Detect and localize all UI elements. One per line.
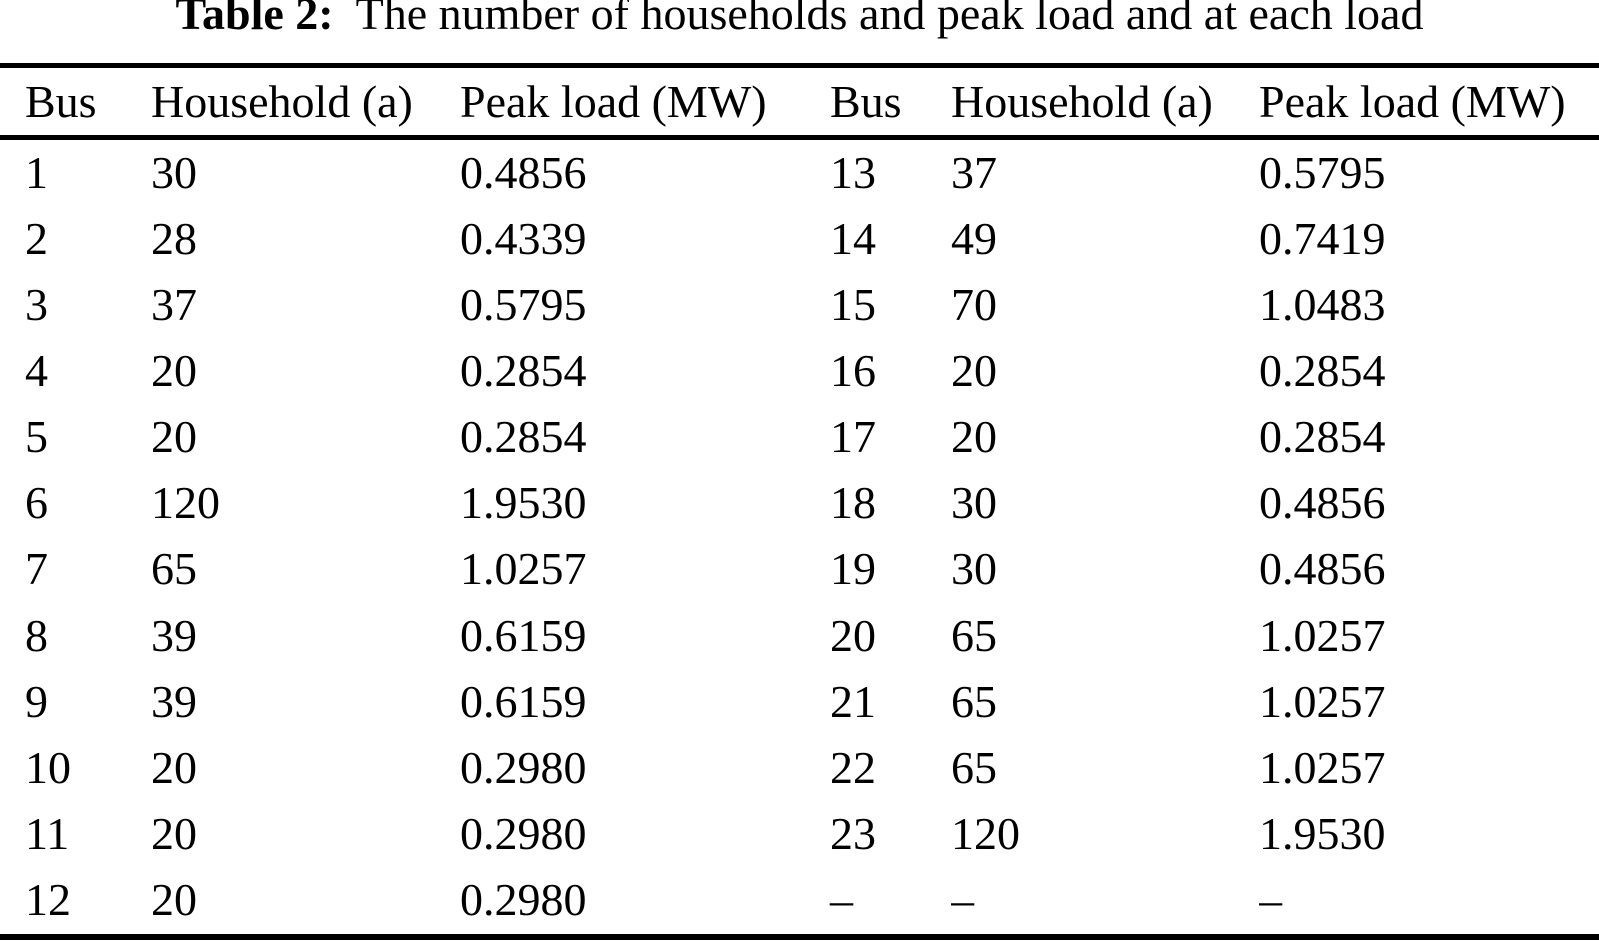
cell: 4 <box>25 345 48 397</box>
cell: 1.0483 <box>1259 279 1386 331</box>
table-row: 5 20 0.2854 17 20 0.2854 <box>0 404 1599 470</box>
cell: 0.2980 <box>460 741 587 793</box>
header-household-right: Household (a) <box>951 76 1213 127</box>
cell: 16 <box>830 345 876 397</box>
header-bus-right: Bus <box>830 76 902 127</box>
cell: 0.2980 <box>460 873 587 925</box>
cell: 70 <box>951 279 997 331</box>
cell: 0.4856 <box>1259 543 1386 595</box>
table-caption-label: Table 2: <box>175 0 334 39</box>
cell: 13 <box>830 147 876 198</box>
cell: 0.5795 <box>460 279 587 331</box>
cell: 20 <box>151 873 197 925</box>
cell: 8 <box>25 609 48 661</box>
cell: 49 <box>951 213 997 265</box>
bottom-rule <box>0 934 1599 940</box>
cell: 39 <box>151 609 197 661</box>
cell: 12 <box>25 873 71 925</box>
cell: 20 <box>830 609 876 661</box>
cell: – <box>1259 873 1282 925</box>
header-rule <box>0 135 1599 140</box>
cell: 1.9530 <box>460 477 587 529</box>
cell: 0.6159 <box>460 675 587 727</box>
cell: – <box>951 873 974 925</box>
cell: 20 <box>151 807 197 859</box>
table-header-row: Bus Household (a) Peak load (MW) Bus Hou… <box>0 68 1599 135</box>
cell: 21 <box>830 675 876 727</box>
cell: 14 <box>830 213 876 265</box>
cell: 7 <box>25 543 48 595</box>
cell: 65 <box>151 543 197 595</box>
cell: 0.2854 <box>1259 411 1386 463</box>
cell: 0.4856 <box>1259 477 1386 529</box>
cell: 5 <box>25 411 48 463</box>
cell: 0.7419 <box>1259 213 1386 265</box>
cell: 1.0257 <box>1259 675 1386 727</box>
cell: 1.0257 <box>1259 609 1386 661</box>
cell: 0.2854 <box>460 345 587 397</box>
cell: 1 <box>25 147 48 198</box>
cell: 11 <box>25 807 70 859</box>
cell: 0.2980 <box>460 807 587 859</box>
cell: 65 <box>951 675 997 727</box>
cell: 30 <box>151 147 197 198</box>
cell: 6 <box>25 477 48 529</box>
table-row: 12 20 0.2980 – – – <box>0 867 1599 933</box>
cell: 10 <box>25 741 71 793</box>
table-caption: Table 2: The number of households and pea… <box>0 0 1599 39</box>
cell: 0.2854 <box>460 411 587 463</box>
top-rule <box>0 63 1599 68</box>
table-row: 2 28 0.4339 14 49 0.7419 <box>0 206 1599 272</box>
table-row: 9 39 0.6159 21 65 1.0257 <box>0 669 1599 735</box>
header-bus-left: Bus <box>25 76 97 127</box>
cell: 30 <box>951 477 997 529</box>
cell: 28 <box>151 213 197 265</box>
table-caption-text: The number of households and peak load a… <box>355 0 1424 39</box>
table-row: 7 65 1.0257 19 30 0.4856 <box>0 536 1599 602</box>
cell: 22 <box>830 741 876 793</box>
cell: 9 <box>25 675 48 727</box>
table-row: 4 20 0.2854 16 20 0.2854 <box>0 338 1599 404</box>
table-row: 10 20 0.2980 22 65 1.0257 <box>0 735 1599 801</box>
cell: 17 <box>830 411 876 463</box>
cell: 1.0257 <box>1259 741 1386 793</box>
cell: 2 <box>25 213 48 265</box>
table-row: 3 37 0.5795 15 70 1.0483 <box>0 272 1599 338</box>
header-peak-load-left: Peak load (MW) <box>460 76 767 127</box>
cell: 20 <box>151 411 197 463</box>
cell: 65 <box>951 741 997 793</box>
cell: 0.5795 <box>1259 147 1386 198</box>
cell: 20 <box>151 345 197 397</box>
cell: 19 <box>830 543 876 595</box>
table-row: 11 20 0.2980 23 120 1.9530 <box>0 801 1599 867</box>
header-peak-load-right: Peak load (MW) <box>1259 76 1566 127</box>
cell: 20 <box>151 741 197 793</box>
cell: 37 <box>151 279 197 331</box>
cell: 30 <box>951 543 997 595</box>
cell: 37 <box>951 147 997 198</box>
cell: 1.0257 <box>460 543 587 595</box>
cell: 20 <box>951 345 997 397</box>
cell: 0.6159 <box>460 609 587 661</box>
cell: 0.2854 <box>1259 345 1386 397</box>
cell: 0.4339 <box>460 213 587 265</box>
cell: 1.9530 <box>1259 807 1386 859</box>
cell: 15 <box>830 279 876 331</box>
table-row: 6 120 1.9530 18 30 0.4856 <box>0 470 1599 536</box>
cell: 39 <box>151 675 197 727</box>
header-household-left: Household (a) <box>151 76 413 127</box>
cell: – <box>830 873 853 925</box>
cell: 0.4856 <box>460 147 587 198</box>
table-row: 8 39 0.6159 20 65 1.0257 <box>0 603 1599 669</box>
cell: 23 <box>830 807 876 859</box>
table-body: 1 30 0.4856 13 37 0.5795 2 28 0.4339 14 … <box>0 140 1599 933</box>
cell: 120 <box>151 477 220 529</box>
cell: 20 <box>951 411 997 463</box>
cell: 18 <box>830 477 876 529</box>
cell: 65 <box>951 609 997 661</box>
cell: 3 <box>25 279 48 331</box>
cell: 120 <box>951 807 1020 859</box>
table-row: 1 30 0.4856 13 37 0.5795 <box>0 140 1599 206</box>
